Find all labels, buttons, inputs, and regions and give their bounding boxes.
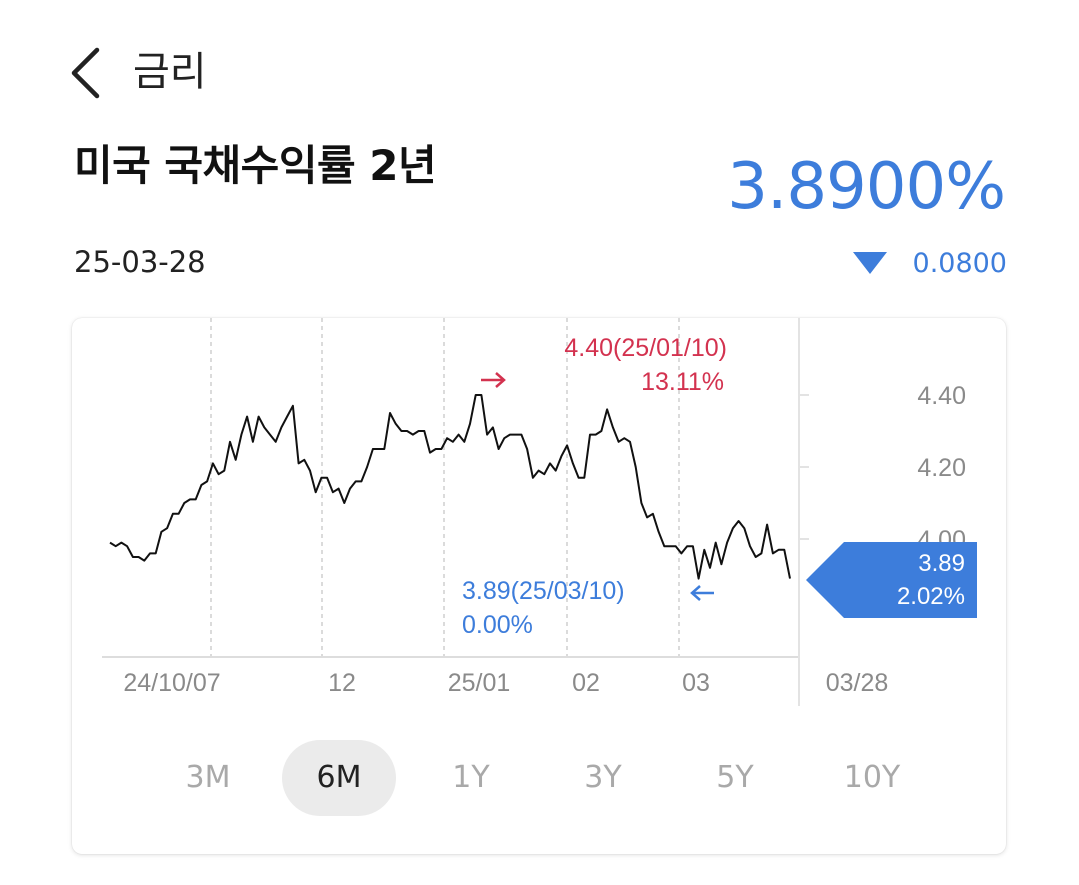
arrow-left-icon (690, 585, 714, 601)
high-value-label: 4.40(25/01/10) (564, 334, 727, 362)
page-title: 금리 (133, 49, 207, 95)
x-tick-label: 03 (682, 669, 710, 697)
tab-3y[interactable]: 3Y (584, 760, 622, 795)
tab-10y[interactable]: 10Y (843, 760, 901, 795)
current-tag-pct: 2.02% (897, 583, 965, 610)
series-line (109, 394, 791, 580)
x-tick-label: 25/01 (448, 669, 511, 697)
arrow-right-icon (481, 372, 506, 388)
chevron-left-icon[interactable] (64, 46, 108, 100)
x-tick-label: 02 (572, 669, 600, 697)
current-tag-value: 3.89 (918, 550, 965, 577)
tab-5y[interactable]: 5Y (716, 760, 754, 795)
x-tick-label: 12 (328, 669, 356, 697)
tab-1y[interactable]: 1Y (452, 760, 490, 795)
price-change: 0.0800 (852, 243, 1007, 283)
y-tick-label: 4.40 (917, 382, 966, 410)
x-tick-label: 24/10/07 (123, 669, 220, 697)
triangle-down-icon (852, 252, 887, 274)
low-pct-label: 0.00% (462, 611, 533, 639)
chart-card: 4.40 4.20 4.00 24/10/07 12 25/01 02 03 03/28 4.… (72, 318, 1006, 854)
current-price: 3.8900% (727, 150, 1006, 224)
high-pct-label: 13.11% (641, 368, 724, 396)
low-annotation: 3.89(25/03/10) 0.00% (462, 577, 714, 639)
range-tab-bar: 3M 6M 1Y 3Y 5Y 10Y (72, 738, 1006, 818)
instrument-name: 미국 국채수익률 2년 (74, 141, 437, 190)
change-value: 0.0800 (912, 247, 1007, 279)
price-chart[interactable]: 4.404.204.00 24/10/07 12 25/01 02 03 03/28 4.… (72, 318, 1006, 738)
x-tick-label: 03/28 (826, 669, 889, 697)
tab-6m[interactable]: 6M (282, 740, 396, 816)
current-price-tag: 3.89 2.02% (806, 542, 977, 618)
y-tick-label: 4.20 (917, 454, 966, 482)
high-annotation: 4.40(25/01/10) 13.11% (481, 334, 727, 396)
tab-3m[interactable]: 3M (185, 760, 231, 795)
price-date: 25-03-28 (74, 245, 206, 279)
low-value-label: 3.89(25/03/10) (462, 577, 625, 605)
